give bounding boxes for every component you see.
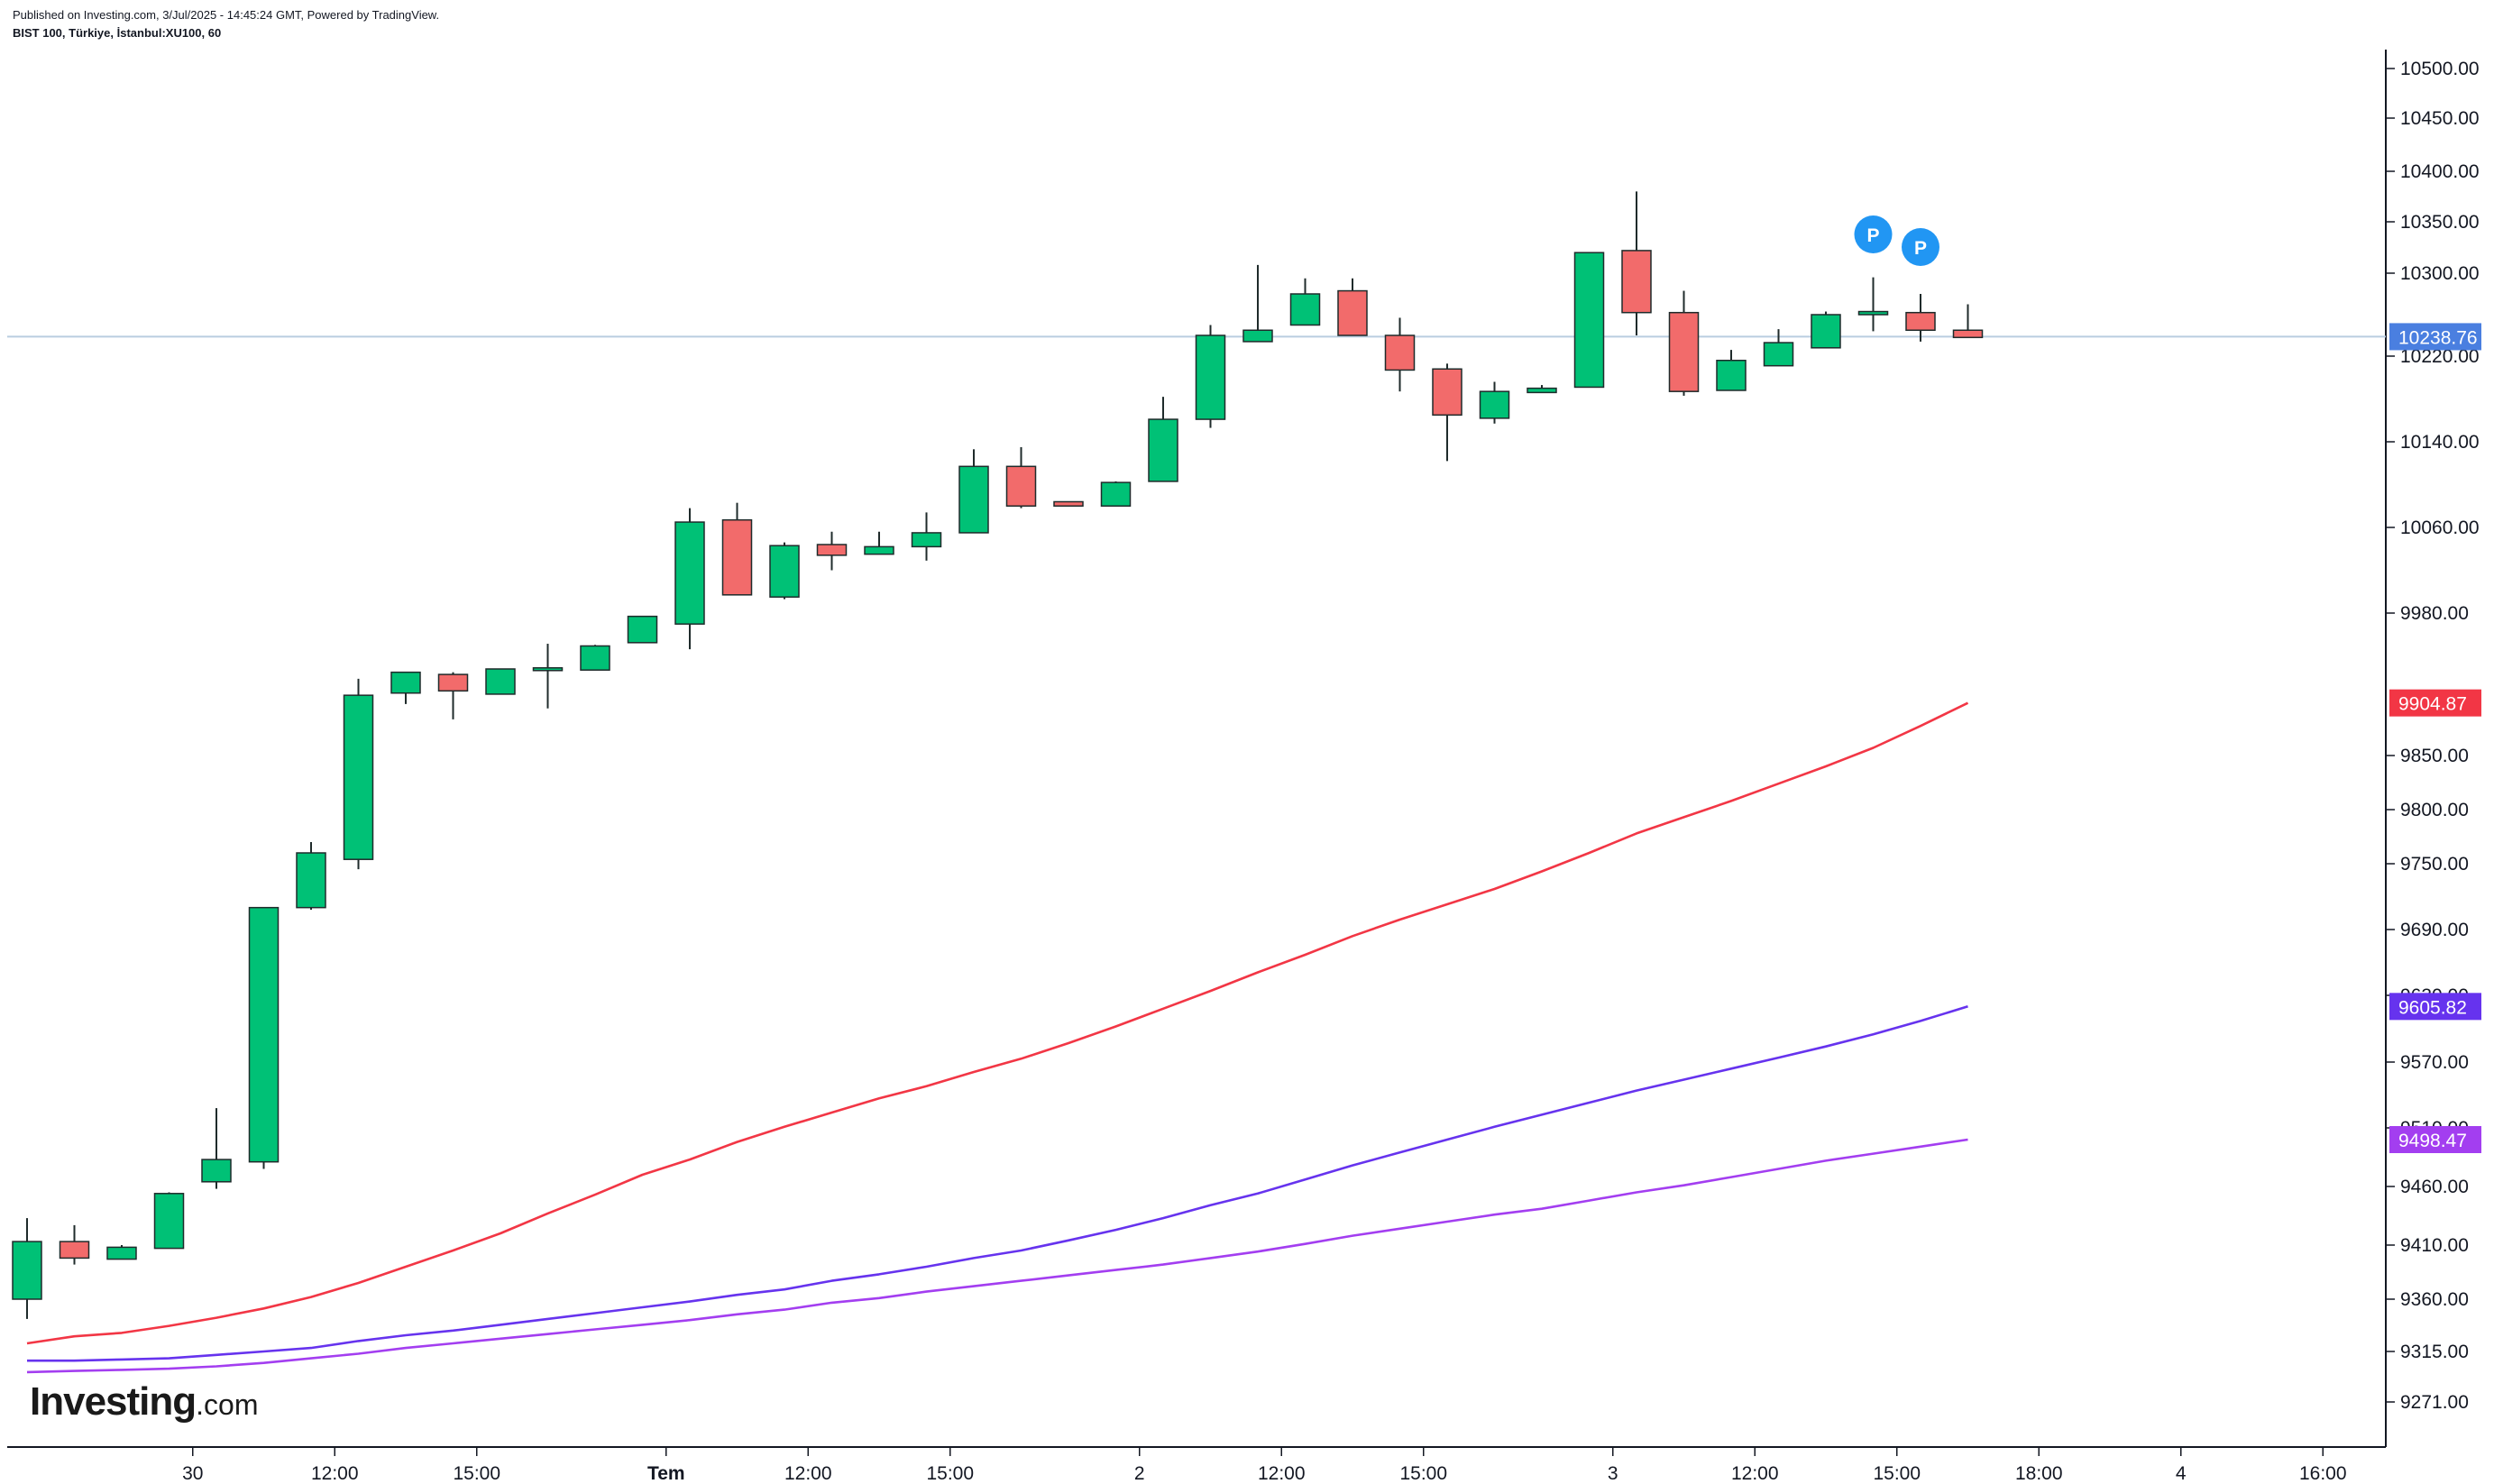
y-tick-label: 9690.00 — [2400, 920, 2469, 940]
candle-body — [1432, 368, 1462, 417]
y-tick-label: 10450.00 — [2400, 108, 2480, 129]
moving-average-line — [26, 1138, 1968, 1374]
ma-value-badge: 9605.82 — [2398, 997, 2467, 1018]
candle-body — [1621, 250, 1652, 314]
x-tick-label: 12:00 — [1731, 1463, 1779, 1484]
candle-body — [1811, 314, 1841, 349]
candle-body — [1289, 293, 1321, 326]
ma-value-badge-bg — [2389, 689, 2481, 717]
y-tick-label: 9980.00 — [2400, 603, 2469, 624]
candle-body — [627, 615, 658, 644]
y-tick-label: 9460.00 — [2400, 1177, 2469, 1197]
current-price-badge-bg — [2389, 323, 2481, 351]
chart-header: Published on Investing.com, 3/Jul/2025 -… — [13, 7, 439, 43]
logo-tld: .com — [196, 1388, 259, 1421]
candle-body — [674, 521, 705, 625]
y-tick-label: 9360.00 — [2400, 1289, 2469, 1310]
candle-body — [437, 673, 469, 692]
candle-body — [1668, 311, 1700, 392]
symbol-title: BIST 100, Türkiye, İstanbul:XU100, 60 — [13, 26, 222, 40]
candle-body — [201, 1159, 232, 1183]
candle-body — [343, 694, 374, 860]
y-tick-label: 9750.00 — [2400, 854, 2469, 875]
candle-body — [1100, 481, 1132, 507]
candle-body — [816, 544, 848, 556]
candle-body — [248, 906, 280, 1163]
y-tick-label: 10140.00 — [2400, 432, 2480, 453]
y-tick-label: 10060.00 — [2400, 518, 2480, 538]
marker-label: P — [1866, 225, 1879, 246]
x-tick-label: Tem — [647, 1463, 685, 1484]
candle-body — [721, 518, 753, 596]
x-tick-label: 3 — [1608, 1463, 1618, 1484]
candle-body — [1527, 387, 1557, 394]
current-price-badge: 10238.76 — [2398, 327, 2478, 348]
candle-body — [12, 1241, 42, 1300]
candle-body — [1053, 500, 1084, 507]
candle-body — [580, 645, 610, 671]
moving-average-line — [27, 1005, 1968, 1362]
investing-logo: Investing.com — [30, 1379, 259, 1424]
y-tick-label: 9410.00 — [2400, 1235, 2469, 1256]
x-tick-label: 15:00 — [1873, 1463, 1921, 1484]
candle-body — [1479, 390, 1510, 419]
candle-body — [1005, 465, 1037, 507]
x-tick-label: 15:00 — [1399, 1463, 1447, 1484]
y-tick-label: 9850.00 — [2400, 746, 2469, 766]
logo-brand: Investing — [30, 1379, 197, 1424]
x-tick-label: 30 — [182, 1463, 203, 1484]
y-tick-label: 9570.00 — [2400, 1052, 2469, 1073]
y-tick-label: 9800.00 — [2400, 800, 2469, 820]
candle-body — [153, 1193, 185, 1250]
x-tick-label: 18:00 — [2015, 1463, 2063, 1484]
candle-body — [1337, 289, 1368, 336]
x-tick-label: 12:00 — [784, 1463, 832, 1484]
candle-body — [911, 532, 942, 548]
marker-badge — [1854, 215, 1893, 253]
y-tick-label: 10400.00 — [2400, 161, 2480, 182]
y-tick-label: 10500.00 — [2400, 59, 2480, 79]
y-tick-label: 10300.00 — [2400, 263, 2480, 284]
ma-value-badge-bg — [2389, 1126, 2481, 1153]
candle-body — [106, 1246, 137, 1260]
marker-badge — [1902, 228, 1939, 266]
ma-value-badge-bg — [2389, 993, 2481, 1021]
candle-body — [1195, 334, 1226, 420]
candle-body — [532, 667, 564, 672]
x-tick-label: 2 — [1134, 1463, 1145, 1484]
x-tick-label: 16:00 — [2299, 1463, 2347, 1484]
candle-body — [958, 465, 989, 534]
x-tick-label: 15:00 — [453, 1463, 500, 1484]
candle-body — [1242, 329, 1273, 343]
candle-body — [59, 1241, 90, 1260]
x-tick-label: 15:00 — [926, 1463, 974, 1484]
candle-body — [1716, 360, 1747, 391]
x-tick-label: 4 — [2176, 1463, 2187, 1484]
y-tick-label: 10220.00 — [2400, 346, 2480, 367]
y-tick-label: 9315.00 — [2400, 1342, 2469, 1362]
candle-body — [769, 545, 800, 598]
published-note: Published on Investing.com, 3/Jul/2025 -… — [13, 8, 440, 22]
candle-body — [864, 545, 894, 555]
candle-body — [296, 852, 326, 909]
ma-value-badge: 9904.87 — [2398, 694, 2467, 715]
candle-body — [1148, 418, 1178, 482]
y-tick-label: 9271.00 — [2400, 1392, 2469, 1413]
candle-body — [1573, 252, 1605, 389]
candle-body — [1952, 329, 1984, 339]
ma-value-badge: 9498.47 — [2398, 1131, 2467, 1151]
candle-body — [1857, 310, 1889, 316]
candle-body — [390, 671, 421, 694]
candle-body — [1763, 342, 1794, 367]
moving-average-line — [26, 701, 1969, 1345]
x-tick-label: 12:00 — [311, 1463, 359, 1484]
x-tick-label: 12:00 — [1258, 1463, 1306, 1484]
candle-body — [1384, 334, 1416, 371]
candle-body — [1905, 311, 1936, 332]
y-tick-label: 10350.00 — [2400, 212, 2480, 233]
candle-body — [485, 668, 516, 695]
marker-label: P — [1914, 238, 1927, 259]
